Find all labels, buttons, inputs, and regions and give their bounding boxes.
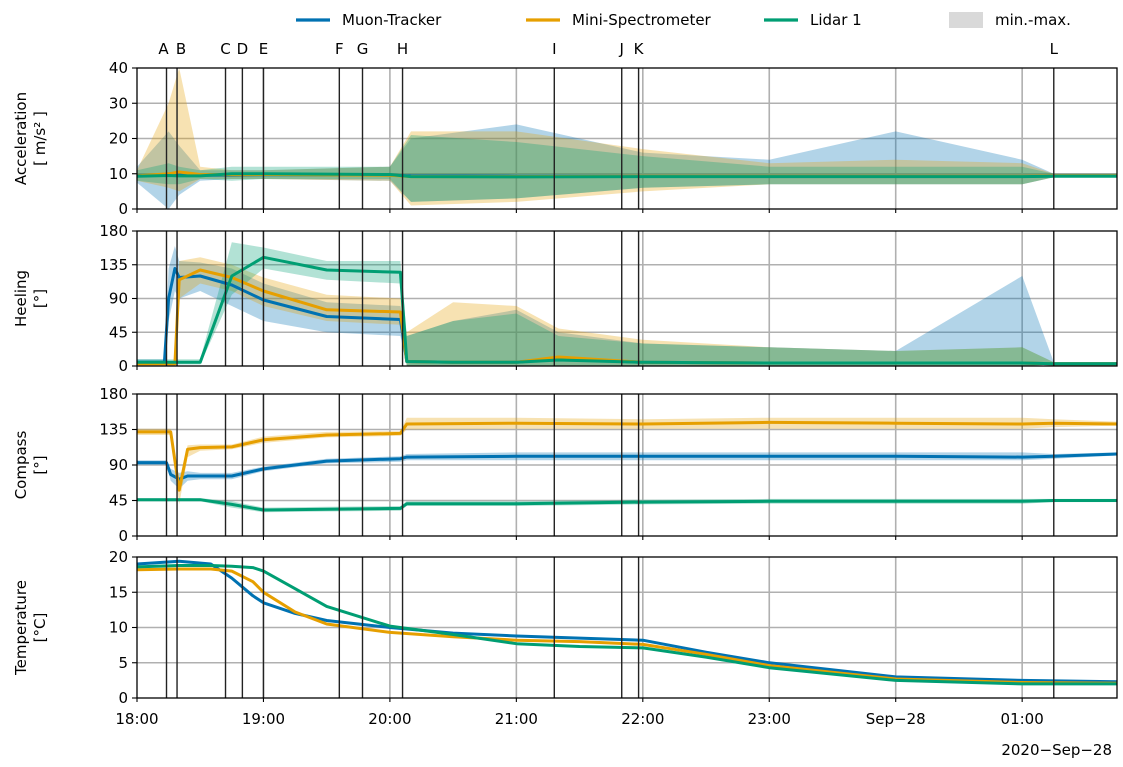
y-tick-label-acceleration: 40 (109, 59, 128, 77)
x-tick-label: 21:00 (495, 710, 538, 728)
y-tick-label-compass: 180 (99, 385, 128, 403)
legend-swatch-min-max (949, 12, 983, 28)
grid-temperature (137, 557, 1117, 698)
y-axis-label-temperature: Temperature (12, 580, 30, 676)
y-tick-label-acceleration: 30 (109, 94, 128, 112)
y-tick-label-acceleration: 10 (109, 165, 128, 183)
event-label-a: A (158, 40, 169, 58)
y-tick-label-heeling: 135 (99, 256, 128, 274)
band-compass-mini-spectrometer (137, 417, 1117, 505)
legend-label-min-max: min.-max. (995, 11, 1071, 29)
y-tick-label-heeling: 90 (109, 290, 128, 308)
legend-label-mini-spectrometer: Mini-Spectrometer (572, 11, 712, 29)
x-tick-label: Sep−28 (866, 710, 926, 728)
panel-acceleration: 0 10 20 30 40 Acceleration[ m/s² ] (12, 59, 1118, 218)
y-axis-label-heeling: [°] (31, 289, 49, 308)
x-axis: 2020−Sep−28 18:00 19:00 20:00 21:00 22:00 23:… (115, 710, 1112, 759)
event-label-h: H (397, 40, 408, 58)
y-axis-label-compass: [°] (31, 455, 49, 474)
band-heeling-mini-spectrometer (137, 257, 1117, 366)
y-axis-label-acceleration: Acceleration (12, 92, 30, 185)
event-label-g: G (357, 40, 369, 58)
band-acceleration-lidar-1 (137, 135, 1117, 202)
y-tick-label-temperature: 5 (118, 654, 128, 672)
y-tick-label-compass: 45 (109, 492, 128, 510)
y-tick-label-heeling: 45 (109, 323, 128, 341)
series-line-compass-muon-tracker (137, 452, 1118, 481)
y-tick-label-temperature: 20 (109, 548, 128, 566)
series-line-temperature-lidar-1 (136, 564, 1117, 686)
y-tick-label-acceleration: 0 (118, 200, 128, 218)
panel-heeling: 0 45 90 135 180 Heeling [°] (12, 222, 1118, 375)
y-tick-label-compass: 90 (109, 456, 128, 474)
series-line-temperature-mini-spectrometer (136, 567, 1118, 685)
event-label-i: I (552, 40, 556, 58)
band-heeling-muon-tracker (137, 246, 1117, 366)
event-label-e: E (259, 40, 268, 58)
x-axis-date-label: 2020−Sep−28 (1001, 741, 1112, 759)
legend: Muon-Tracker Mini-Spectrometer Lidar 1 min.… (296, 11, 1071, 29)
x-tick-label: 01:00 (1001, 710, 1044, 728)
x-tick-label: 22:00 (621, 710, 664, 728)
y-axis-label-acceleration: [ m/s² ] (31, 111, 49, 166)
band-compass-muon-tracker (137, 452, 1117, 489)
series-line-compass-mini-spectrometer (137, 420, 1118, 492)
band-acceleration-muon-tracker (137, 124, 1117, 209)
panel-temperature: 0 5 10 15 20 Temperature [°C] (12, 548, 1118, 707)
y-tick-label-temperature: 10 (109, 619, 128, 637)
band-acceleration-mini-spectrometer (137, 68, 1117, 206)
y-tick-label-compass: 0 (118, 527, 128, 545)
y-tick-label-heeling: 180 (99, 222, 128, 240)
y-axis-label-compass: Compass (12, 431, 30, 500)
x-tick-label: 20:00 (368, 710, 411, 728)
y-tick-label-temperature: 0 (118, 689, 128, 707)
y-axis-label-heeling: Heeling (12, 270, 30, 327)
series-line-compass-lidar-1 (137, 498, 1117, 512)
event-label-k: K (634, 40, 645, 58)
event-label-j: J (619, 40, 624, 58)
series-line-temperature-muon-tracker (136, 559, 1118, 684)
legend-label-muon-tracker: Muon-Tracker (342, 11, 442, 29)
series-line-acceleration-lidar-1 (136, 172, 1117, 179)
y-tick-label-heeling: 0 (118, 357, 128, 375)
y-tick-label-acceleration: 20 (109, 130, 128, 148)
panels: 0 10 20 30 40 Acceleration[ m/s² ] 0 45 90 135 180… (12, 59, 1118, 707)
x-tick-label: 18:00 (115, 710, 158, 728)
y-axis-label-temperature: [°C] (31, 613, 49, 643)
panel-compass: 0 45 90 135 180 Compass [°] (12, 385, 1118, 545)
legend-label-lidar-1: Lidar 1 (810, 11, 862, 29)
y-tick-label-compass: 135 (99, 421, 128, 439)
x-tick-label: 19:00 (242, 710, 285, 728)
event-label-f: F (335, 40, 344, 58)
event-label-b: B (176, 40, 186, 58)
x-tick-label: 23:00 (748, 710, 791, 728)
y-tick-label-temperature: 15 (109, 583, 128, 601)
event-label-c: C (220, 40, 230, 58)
event-label-d: D (237, 40, 249, 58)
event-label-l: L (1050, 40, 1059, 58)
series-line-heeling-lidar-1 (137, 255, 1117, 366)
